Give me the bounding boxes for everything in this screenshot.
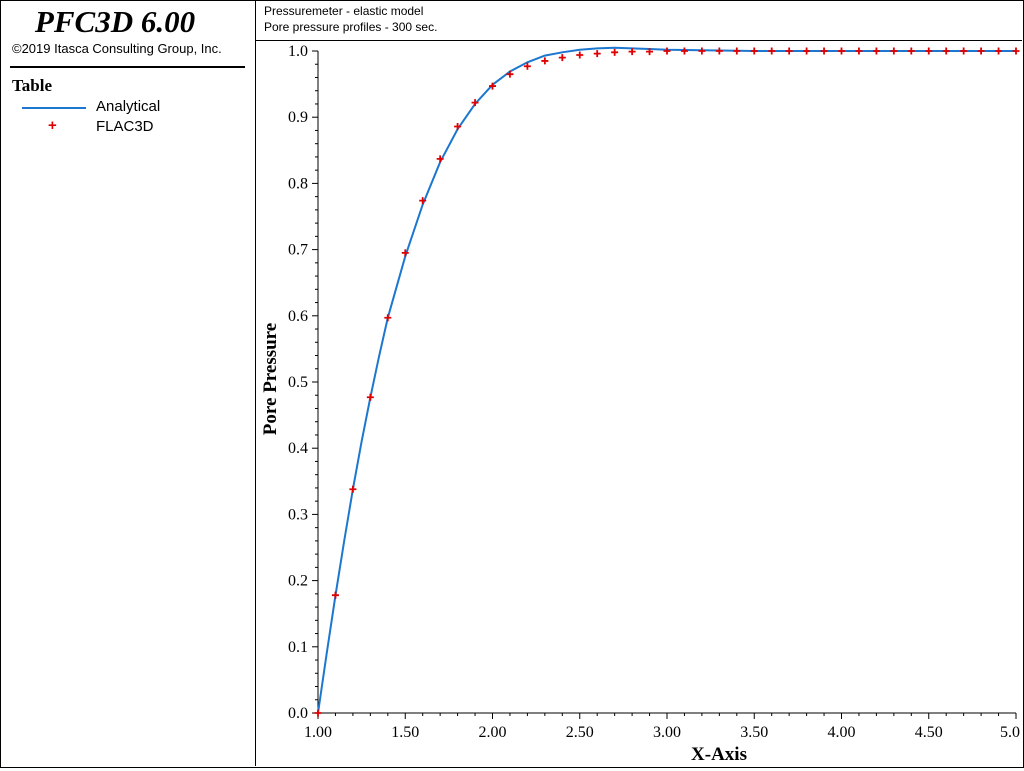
plot-header: Pressuremeter - elastic model Pore press… xyxy=(256,0,1022,41)
data-point-flac3d xyxy=(419,197,427,205)
x-tick-label: 5.0 xyxy=(1000,724,1020,741)
y-tick-label: 0.9 xyxy=(288,109,308,126)
plot-subtitle: Pore pressure profiles - 300 sec. xyxy=(264,20,438,34)
data-point-flac3d xyxy=(890,47,898,55)
y-tick-label: 0.6 xyxy=(288,308,308,325)
data-point-flac3d xyxy=(489,82,496,90)
data-point-flac3d xyxy=(628,48,636,56)
y-tick-label: 0.3 xyxy=(288,506,308,523)
data-point-flac3d xyxy=(314,709,322,717)
data-point-flac3d xyxy=(977,47,985,55)
plus-marker-icon: + xyxy=(48,117,57,134)
data-point-flac3d xyxy=(593,50,601,58)
legend-label: Analytical xyxy=(96,98,161,115)
data-point-flac3d xyxy=(698,47,706,55)
y-tick-label: 0.5 xyxy=(288,374,308,391)
y-tick-label: 0.1 xyxy=(288,639,308,656)
y-tick-label: 0.0 xyxy=(288,705,308,722)
data-point-flac3d xyxy=(803,47,811,55)
x-tick-label: 1.50 xyxy=(391,724,419,741)
legend-label: FLAC3D xyxy=(96,118,154,135)
x-tick-label: 1.00 xyxy=(304,724,332,741)
x-axis-label: X-Axis xyxy=(691,744,747,765)
data-point-flac3d xyxy=(558,54,566,62)
data-point-flac3d xyxy=(942,47,950,55)
y-tick-label: 0.7 xyxy=(288,242,308,259)
data-point-flac3d xyxy=(750,47,758,55)
data-point-flac3d xyxy=(855,47,863,55)
data-point-flac3d xyxy=(576,51,584,59)
x-tick-label: 3.50 xyxy=(740,724,768,741)
line-swatch-icon xyxy=(22,107,86,109)
data-point-flac3d xyxy=(541,57,549,65)
x-tick-label: 4.50 xyxy=(915,724,943,741)
data-point-flac3d xyxy=(646,48,654,56)
chart-svg: 0.0 0.1 0.2 0.3 0.4 0.5 0.6 0.7 0.8 0.9 1.0 1.00 1.5… xyxy=(260,43,1020,765)
y-tick-label: 1.0 xyxy=(288,43,308,60)
y-axis-label: Pore Pressure xyxy=(260,323,281,435)
data-point-flac3d xyxy=(349,485,357,493)
copyright-text: ©2019 Itasca Consulting Group, Inc. xyxy=(12,41,222,56)
x-tick-label: 4.00 xyxy=(828,724,856,741)
data-point-flac3d xyxy=(454,122,462,130)
data-point-flac3d xyxy=(820,47,828,55)
data-point-flac3d xyxy=(995,47,1003,55)
data-point-flac3d xyxy=(680,47,688,55)
sidebar: PFC3D 6.00 ©2019 Itasca Consulting Group… xyxy=(0,0,256,766)
y-tick-label: 0.2 xyxy=(288,573,308,590)
data-point-flac3d xyxy=(523,62,531,70)
y-tick-label: 0.4 xyxy=(288,440,308,457)
app-title: PFC3D 6.00 xyxy=(34,4,196,39)
data-point-flac3d xyxy=(715,47,723,55)
legend-item-flac3d: + FLAC3D xyxy=(22,117,222,136)
data-point-flac3d xyxy=(960,47,968,55)
data-point-flac3d xyxy=(838,47,845,55)
x-tick-label: 2.00 xyxy=(479,724,507,741)
legend-item-analytical: Analytical xyxy=(22,98,222,116)
data-point-flac3d xyxy=(471,99,479,107)
data-point-flac3d xyxy=(506,70,514,78)
data-point-flac3d xyxy=(768,47,776,55)
data-point-flac3d xyxy=(401,249,409,257)
series-line-analytical xyxy=(317,46,1016,714)
x-tick-label: 2.50 xyxy=(566,724,594,741)
data-point-flac3d xyxy=(611,48,619,56)
data-point-flac3d xyxy=(733,47,741,55)
divider xyxy=(10,66,245,68)
legend-title: Table xyxy=(12,76,53,95)
data-point-flac3d xyxy=(366,393,374,401)
data-point-flac3d xyxy=(1012,47,1020,55)
data-point-flac3d xyxy=(331,591,339,599)
data-point-flac3d xyxy=(436,155,444,163)
data-point-flac3d xyxy=(384,314,392,322)
data-point-flac3d xyxy=(663,47,671,55)
data-point-flac3d xyxy=(925,47,933,55)
x-tick-label: 3.00 xyxy=(653,724,681,741)
data-point-flac3d xyxy=(872,47,880,55)
y-tick-label: 0.8 xyxy=(288,175,308,192)
data-point-flac3d xyxy=(907,47,915,55)
chart-area: 0.0 0.1 0.2 0.3 0.4 0.5 0.6 0.7 0.8 0.9 1.0 1.00 1.5… xyxy=(256,41,1022,766)
plot-title: Pressuremeter - elastic model xyxy=(264,4,424,18)
data-point-flac3d xyxy=(785,47,793,55)
